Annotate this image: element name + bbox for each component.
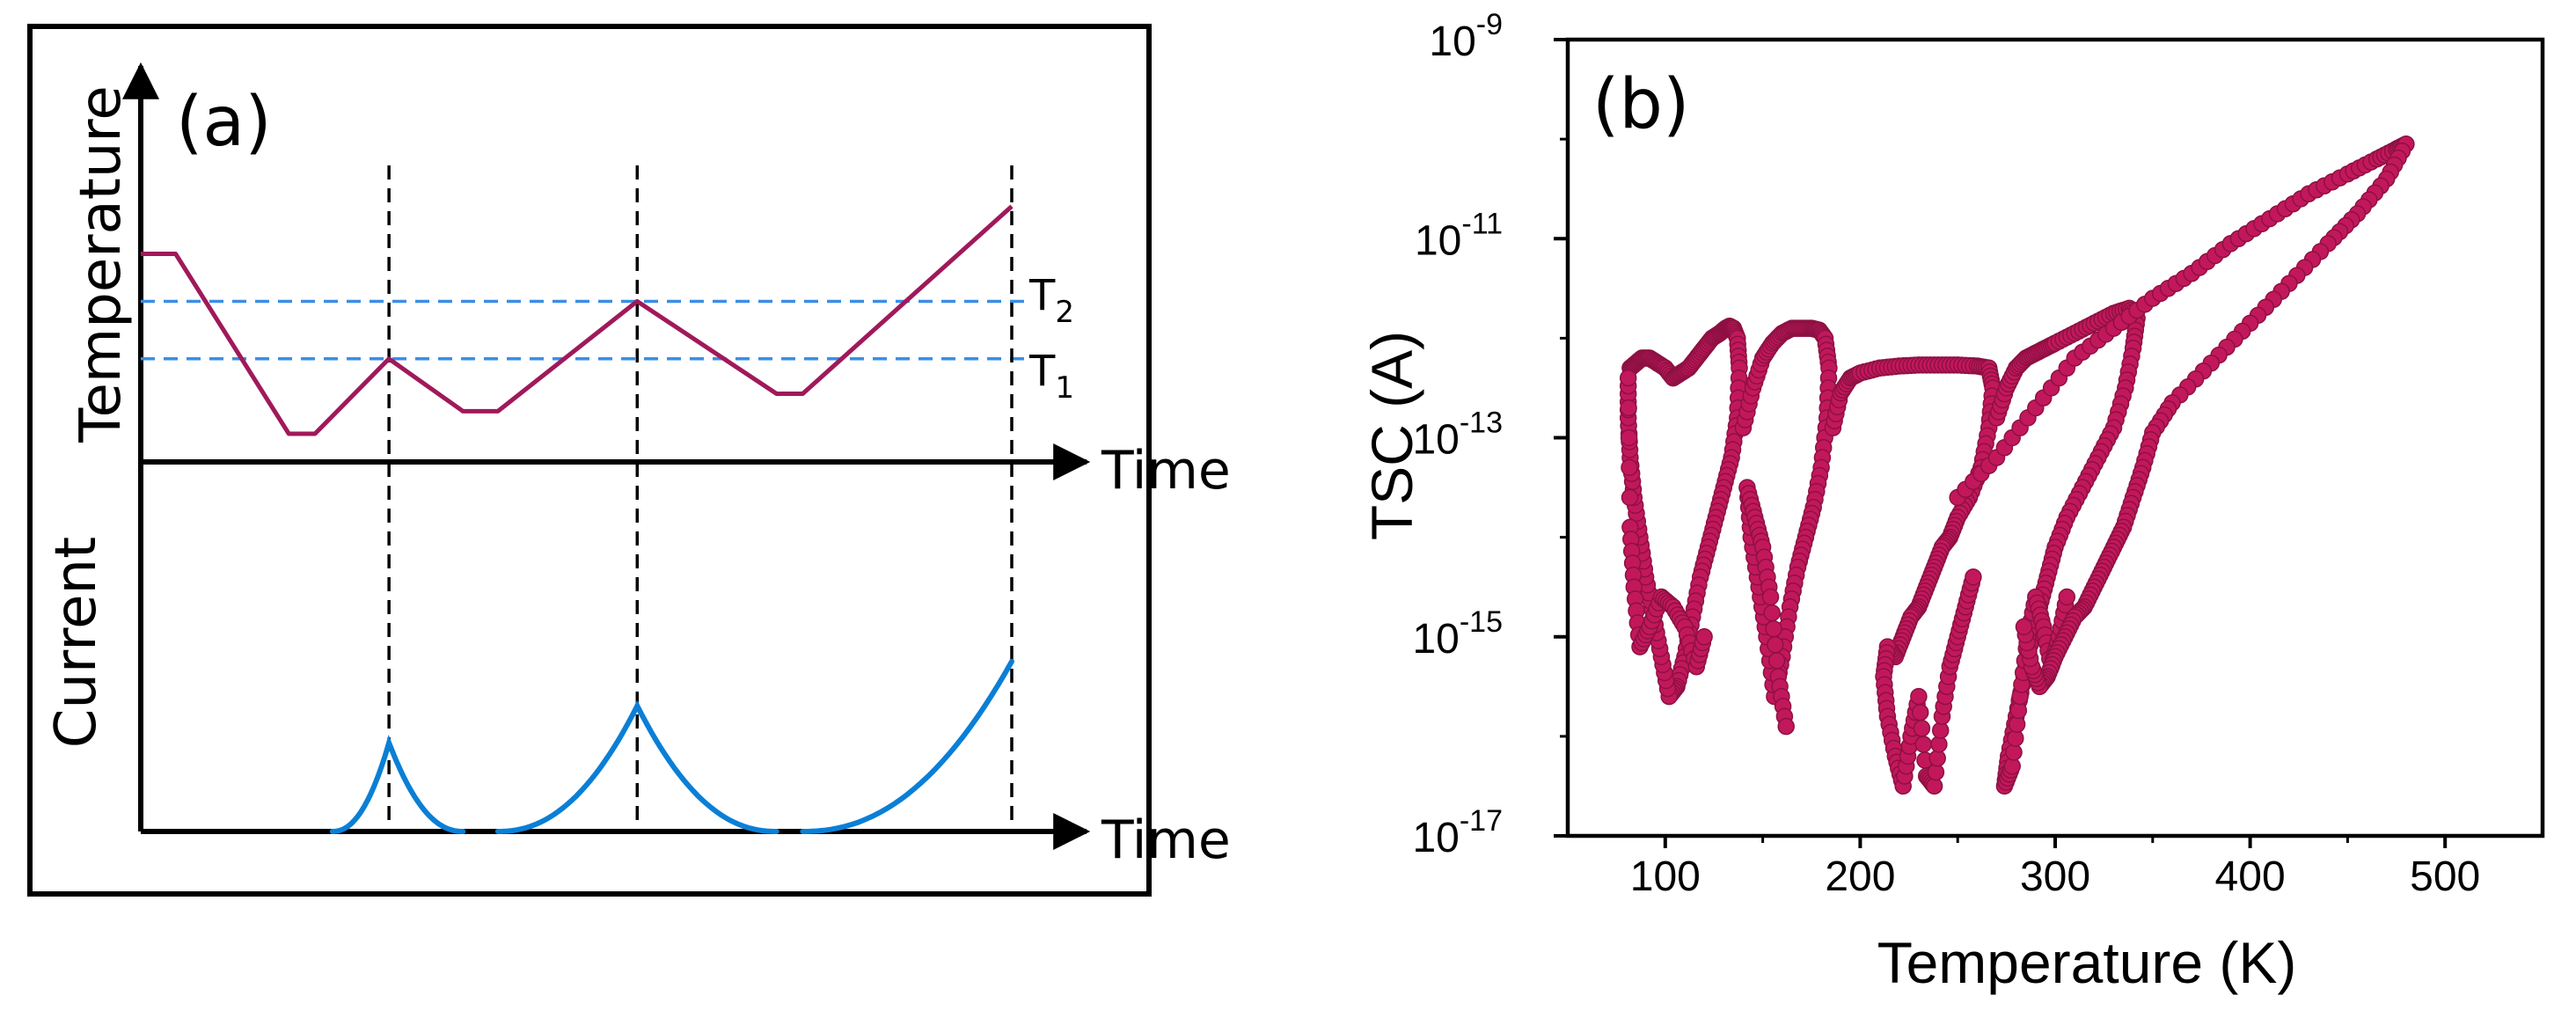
tsc-series-3 [1824,356,2002,795]
threshold-lines [141,299,1025,361]
y-tick-exponent: -11 [1461,207,1503,240]
panel-a-frame [27,24,1152,897]
y-tick-label: 10-15 [1412,605,1503,663]
x-tick-label: 100 [1630,853,1701,900]
current-axis-label: Current [44,537,109,748]
y-tick-exponent: -15 [1460,605,1503,639]
x-axis-title: Temperature (K) [1877,930,2297,995]
temperature-profile-line [141,204,1014,436]
y-tick-base: 10 [1415,217,1461,264]
tsc-data-point [2015,618,2033,636]
x-tick-label: 400 [2215,853,2286,900]
y-tick-label: 10-9 [1429,8,1503,65]
x-ticks: 100 200 300 400 500 [1630,836,2480,900]
tsc-data-point [1911,703,1929,721]
tsc-data-point [1621,488,1639,507]
tsc-series-1 [1619,318,1748,706]
y-tick-label: 10-13 [1412,406,1503,464]
panel-b-tsc-plot: 100 200 300 400 500 10-910-1110-1310-1510-17… [1359,8,2545,995]
panel-b-label: (b) [1592,65,1689,144]
tsc-data-point [1619,369,1637,387]
tsc-data-point [1913,720,1931,737]
tsc-data-point [1620,428,1638,447]
tsc-data-point [1695,628,1713,646]
x-tick-label: 200 [1825,853,1895,900]
tsc-data-point [2058,588,2076,606]
current-peak-2 [494,699,779,834]
tsc-data-points [1619,135,2415,795]
t2-label-sub: 2 [1055,295,1074,330]
y-tick-exponent: -13 [1460,406,1503,440]
x-tick-label: 500 [2410,853,2480,900]
y-tick-exponent: -17 [1460,804,1503,838]
t2-label-main: T [1028,271,1056,320]
tsc-data-point [2005,743,2023,761]
y-tick-base: 10 [1429,18,1475,65]
tsc-data-point [2009,701,2028,720]
t1-label-sub: 1 [1055,370,1074,406]
tsc-series-2 [1734,319,1838,736]
y-tick-label: 10-17 [1412,804,1503,861]
tsc-data-point [1965,568,1982,586]
tsc-data-point [1763,604,1781,622]
t2-label: T2 [1028,271,1074,330]
time-axis-label-top: Time [1101,440,1231,502]
x-tick-label: 300 [2020,853,2090,900]
tsc-data-point [1621,458,1638,477]
tsc-data-point [1765,619,1782,638]
temperature-axis-label: Temperature [69,85,134,443]
current-peak-3 [800,658,1014,834]
y-tick-base: 10 [1412,815,1459,861]
tsc-data-point [1767,652,1786,670]
y-tick-base: 10 [1412,417,1459,464]
temperature-curve-group [141,204,1014,436]
tsc-series-5 [1949,135,2415,696]
tsc-data-point [1777,717,1795,736]
tsc-data-point [1620,399,1637,417]
marker-lines [387,165,1014,831]
time-axis-label-bottom: Time [1101,809,1231,871]
panel-a-label: (a) [176,83,272,162]
y-tick-exponent: -9 [1476,8,1503,41]
y-tick-label: 10-11 [1415,207,1503,264]
current-peak-1 [329,735,466,834]
y-axis-title: TSC (A) [1359,331,1424,540]
t1-label: T1 [1028,347,1074,406]
current-curve-group [329,658,1014,834]
tsc-data-point [1914,736,1932,753]
tsc-data-point [1761,588,1780,606]
t1-label-main: T [1028,347,1056,396]
panel-a-schematic: (a) Temperature Current Time Time T2 T1 [27,24,1231,897]
y-tick-base: 10 [1412,616,1459,663]
tsc-data-point [1767,636,1784,654]
tsc-data-point [1910,687,1928,706]
